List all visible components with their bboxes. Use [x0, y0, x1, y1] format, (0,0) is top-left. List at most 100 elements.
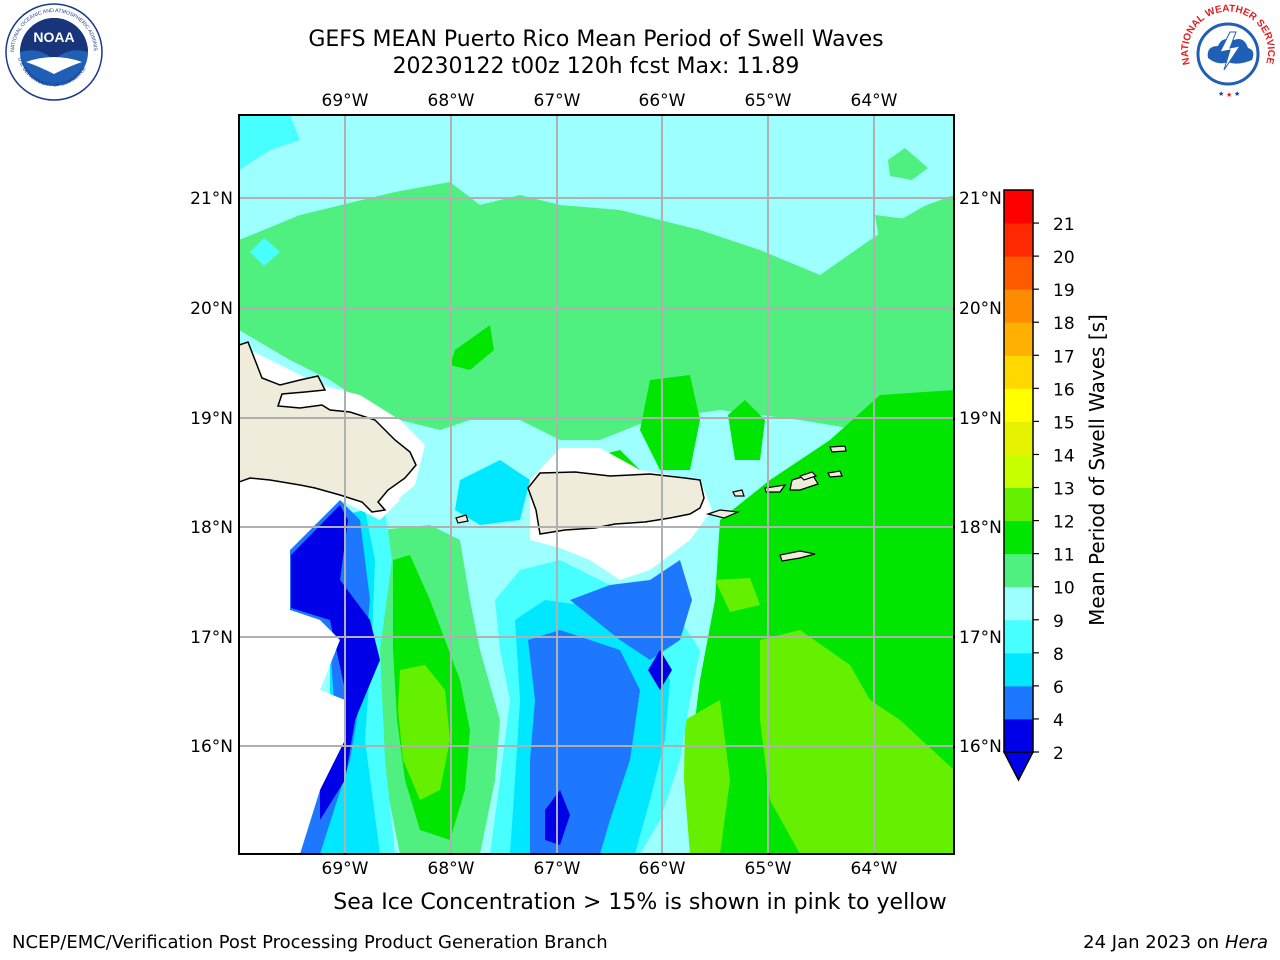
- colorbar-swatch: [1004, 454, 1033, 489]
- colorbar-tick-label: 2: [1053, 744, 1064, 764]
- colorbar-tick-label: 12: [1053, 513, 1075, 533]
- colorbar-tick-label: 21: [1053, 215, 1075, 235]
- colorbar-tick-label: 19: [1053, 281, 1075, 301]
- colorbar-extend-triangle: [1002, 751, 1035, 782]
- colorbar-swatch: [1004, 289, 1033, 323]
- colorbar-label: Mean Period of Swell Waves [s]: [1085, 314, 1109, 626]
- band-10-11-patch2: [728, 400, 765, 460]
- sea-ice-note: Sea Ice Concentration > 15% is shown in …: [0, 890, 1280, 915]
- mona-island: [455, 514, 469, 524]
- lon-label-top: 65°W: [745, 91, 792, 111]
- lon-label-bottom: 69°W: [322, 859, 369, 879]
- lat-label-right: 20°N: [959, 299, 1002, 319]
- colorbar-tick-label: 11: [1053, 546, 1075, 566]
- band-11-12-south: [684, 700, 730, 854]
- swell-period-field: [239, 115, 954, 854]
- band-6-8-spot: [250, 238, 280, 266]
- colorbar-swatch: [1004, 652, 1033, 687]
- lon-label-bottom: 66°W: [639, 859, 686, 879]
- puerto-rico-land: [527, 471, 705, 535]
- footer-date-text: 24 Jan 2023 on: [1083, 932, 1225, 953]
- colorbar-tick-label: 15: [1053, 413, 1075, 433]
- svg-text:★: ★: [1234, 90, 1240, 98]
- colorbar-swatch: [1004, 487, 1033, 522]
- colorbar-swatch: [1004, 586, 1033, 621]
- lat-label-right: 17°N: [959, 628, 1002, 648]
- lon-label-bottom: 67°W: [534, 859, 581, 879]
- colorbar-tick-label: 10: [1053, 579, 1075, 599]
- colorbar-swatch: [1004, 256, 1033, 290]
- colorbar-swatch: [1004, 619, 1033, 654]
- virgin-islands-5: [798, 471, 818, 481]
- lat-label-left: 19°N: [190, 409, 233, 429]
- lat-label-right: 18°N: [959, 518, 1002, 538]
- colorbar-swatch: [1004, 718, 1033, 753]
- lon-label-top: 68°W: [428, 91, 475, 111]
- anegada: [827, 470, 843, 478]
- st-croix: [779, 550, 816, 562]
- colorbar-tick-label: 16: [1053, 380, 1075, 400]
- sombrero-islet: [829, 445, 847, 453]
- hispaniola-land: [239, 341, 417, 513]
- lat-label-right: 16°N: [959, 737, 1002, 757]
- lat-label-right: 21°N: [959, 189, 1002, 209]
- colorbar-tick-label: 20: [1053, 248, 1075, 268]
- colorbar: 2 4 6 8 9 10 11 12 13 14 15 16 17 18 19 20 21: [1002, 189, 1075, 782]
- colorbar-tick-label: 17: [1053, 347, 1075, 367]
- nws-logo: NATIONAL WEATHER SERVICE ★ ★ ★: [1180, 3, 1276, 99]
- colorbar-swatch: [1004, 520, 1033, 555]
- lon-label-top: 66°W: [639, 91, 686, 111]
- colorbar-swatch: [1004, 685, 1033, 720]
- lat-labels-right: 21°N 20°N 19°N 18°N 17°N 16°N: [959, 189, 1002, 757]
- band-8-9-northern: [239, 115, 954, 265]
- lat-labels-left: 21°N 20°N 19°N 18°N 17°N 16°N: [190, 189, 233, 757]
- lon-label-bottom: 68°W: [428, 859, 475, 879]
- sea-ice-note-text: Sea Ice Concentration > 15% is shown in …: [333, 890, 947, 915]
- no-data-west: [239, 450, 400, 854]
- lon-label-top: 64°W: [851, 91, 898, 111]
- band-9-10-patch-ne: [888, 148, 928, 180]
- colorbar-swatch: [1004, 355, 1033, 389]
- lon-labels-bottom: 69°W 68°W 67°W 66°W 65°W 64°W: [322, 859, 898, 879]
- band-lt2-patch: [648, 650, 672, 690]
- lon-label-top: 67°W: [534, 91, 581, 111]
- band-4-6-north-pr: [455, 460, 530, 525]
- lat-label-right: 19°N: [959, 409, 1002, 429]
- lat-label-left: 18°N: [190, 518, 233, 538]
- colorbar-tick-label: 9: [1053, 612, 1064, 632]
- band-6-8-nw: [239, 115, 300, 170]
- colorbar-swatch: [1004, 421, 1033, 455]
- footer-host: Hera: [1224, 932, 1268, 953]
- lon-label-top: 69°W: [322, 91, 369, 111]
- colorbar-outline: [1003, 189, 1034, 753]
- chart-subtitle: 20230122 t00z 120h fcst Max: 11.89: [392, 54, 800, 79]
- colorbar-swatch: [1004, 553, 1033, 588]
- virgin-islands-3: [764, 484, 787, 493]
- band-10-11-patch3: [450, 325, 494, 370]
- lat-label-left: 16°N: [190, 737, 233, 757]
- virgin-islands-2: [732, 489, 745, 497]
- colorbar-tick-label: 4: [1053, 711, 1064, 731]
- colorbar-tick-label: 18: [1053, 314, 1075, 334]
- footer-date: 24 Jan 2023 on Hera: [1083, 932, 1268, 953]
- band-11-12-patch: [715, 578, 760, 612]
- colorbar-swatch: [1004, 388, 1033, 422]
- band-9-10-north: [239, 182, 954, 460]
- colorbar-swatch: [1004, 223, 1033, 257]
- map-frame: [238, 114, 955, 855]
- lon-labels-top: 69°W 68°W 67°W 66°W 65°W 64°W: [322, 91, 898, 111]
- lat-label-left: 21°N: [190, 189, 233, 209]
- colorbar-tick-label: 6: [1053, 678, 1064, 698]
- lat-label-left: 17°N: [190, 628, 233, 648]
- band-9-10-patch-e: [875, 215, 954, 245]
- colorbar-swatch: [1004, 322, 1033, 356]
- chart-title: GEFS MEAN Puerto Rico Mean Period of Swe…: [308, 27, 884, 52]
- colorbar-tick-label: 14: [1053, 446, 1075, 466]
- graticule: [239, 115, 954, 854]
- band-lt2-west: [291, 505, 380, 820]
- band-11-12-east: [760, 630, 954, 854]
- colorbar-tick-label: 8: [1053, 645, 1064, 665]
- colorbar-tick-label: 13: [1053, 480, 1075, 500]
- noaa-logo-text: NOAA: [33, 29, 74, 45]
